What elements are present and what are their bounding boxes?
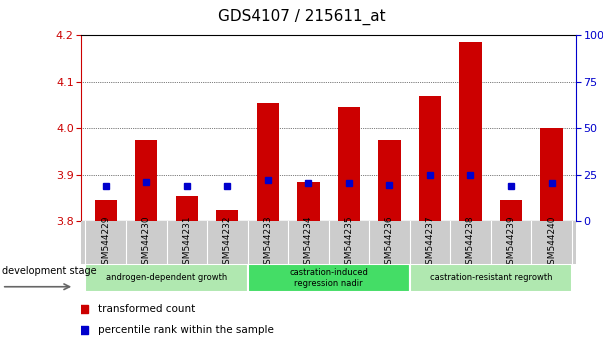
Text: GSM544238: GSM544238 [466,215,475,270]
Bar [500,200,522,221]
Text: GSM544237: GSM544237 [426,215,434,270]
Text: GDS4107 / 215611_at: GDS4107 / 215611_at [218,9,385,25]
Bar [459,42,482,221]
Bar [338,107,360,221]
Text: percentile rank within the sample: percentile rank within the sample [98,325,274,336]
Bar [540,128,563,221]
Text: GSM544236: GSM544236 [385,215,394,270]
Text: GSM544232: GSM544232 [223,215,232,270]
Text: development stage: development stage [2,266,96,276]
Text: castration-induced
regression nadir: castration-induced regression nadir [289,268,368,287]
Bar [86,264,248,292]
Bar [135,140,157,221]
Text: GSM544233: GSM544233 [264,215,273,270]
Bar [378,140,400,221]
Text: GSM544231: GSM544231 [182,215,191,270]
Bar [216,210,238,221]
Bar [419,96,441,221]
Bar [248,264,409,292]
Text: GSM544239: GSM544239 [507,215,516,270]
Text: GSM544240: GSM544240 [547,215,556,270]
Text: GSM544229: GSM544229 [101,215,110,270]
Text: GSM544230: GSM544230 [142,215,151,270]
Text: GSM544234: GSM544234 [304,215,313,270]
Text: androgen-dependent growth: androgen-dependent growth [106,273,227,282]
Bar [297,182,320,221]
Bar [175,196,198,221]
Text: transformed count: transformed count [98,304,195,314]
Bar [95,200,117,221]
Bar [409,264,572,292]
Bar [257,103,279,221]
Text: GSM544235: GSM544235 [344,215,353,270]
Text: castration-resistant regrowth: castration-resistant regrowth [429,273,552,282]
